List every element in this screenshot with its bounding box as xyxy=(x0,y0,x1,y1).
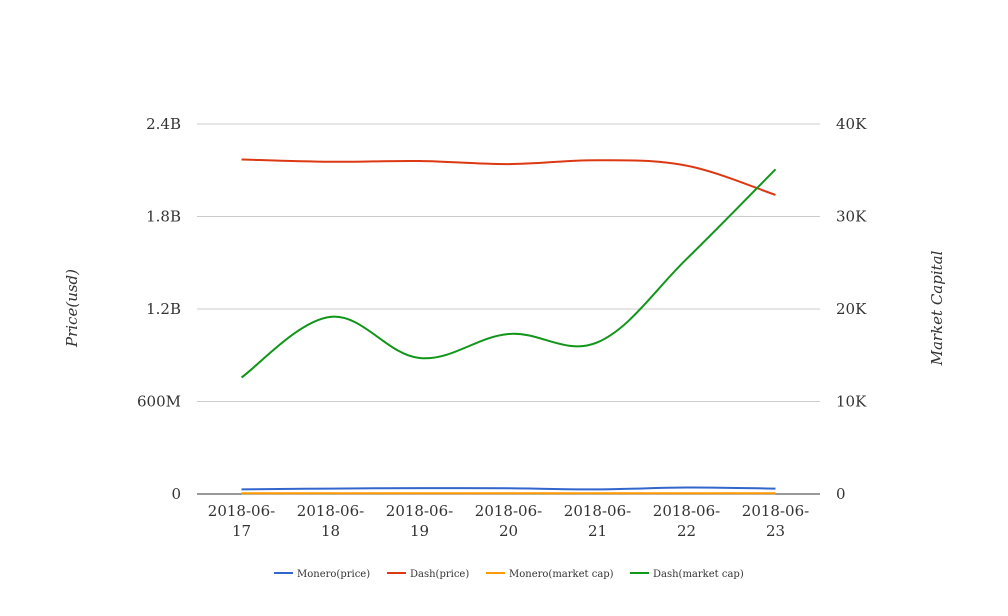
legend: Monero(price) Dash(price) Monero(market ca… xyxy=(274,569,744,580)
x-tick-label-line: 2018-06- xyxy=(386,502,453,520)
right-axis-ticks: 0 10K 20K 30K 40K xyxy=(836,115,867,503)
series-lines xyxy=(240,158,777,495)
y-tick-label: 600M xyxy=(137,393,181,411)
y2-tick-label: 20K xyxy=(836,300,867,318)
x-tick-label-line: 20 xyxy=(499,522,518,540)
y-tick-label: 1.8B xyxy=(146,208,181,226)
y-tick-label: 1.2B xyxy=(146,300,181,318)
y-axis-title: Price(usd) xyxy=(63,269,81,348)
legend-item: Monero(price) xyxy=(274,569,370,580)
y-tick-label: 0 xyxy=(171,485,181,503)
legend-label: Monero(market cap) xyxy=(509,569,614,580)
x-tick-label-line: 19 xyxy=(410,522,429,540)
x-tick-label-line: 2018-06- xyxy=(475,502,542,520)
x-tick-label-line: 2018-06- xyxy=(742,502,809,520)
y2-tick-label: 40K xyxy=(836,115,867,133)
x-tick-label: 2018-06- 22 xyxy=(653,502,720,540)
series-line-dash-price xyxy=(241,158,776,196)
x-tick-label-line: 23 xyxy=(766,522,785,540)
y2-tick-label: 0 xyxy=(836,485,846,503)
legend-item: Dash(price) xyxy=(387,569,469,580)
legend-label: Dash(market cap) xyxy=(653,569,744,580)
x-tick-label-line: 22 xyxy=(677,522,696,540)
x-tick-label-line: 21 xyxy=(588,522,607,540)
x-tick-label: 2018-06- 18 xyxy=(297,502,364,540)
legend-label: Dash(price) xyxy=(410,569,469,580)
x-tick-label-line: 2018-06- xyxy=(297,502,364,520)
x-tick-label-line: 17 xyxy=(232,522,251,540)
gridlines xyxy=(197,123,820,495)
x-axis-ticks: 2018-06-172018-06-182018-06-192018-06-20… xyxy=(208,502,809,540)
x-tick-label: 2018-06- 17 xyxy=(208,502,275,540)
y2-tick-label: 10K xyxy=(836,393,867,411)
x-tick-label-line: 18 xyxy=(321,522,340,540)
x-tick-label: 2018-06- 19 xyxy=(386,502,453,540)
legend-label: Monero(price) xyxy=(297,569,370,580)
y-tick-label: 2.4B xyxy=(146,115,181,133)
x-tick-label: 2018-06- 20 xyxy=(475,502,542,540)
y2-tick-label: 30K xyxy=(836,208,867,226)
series-line-monero-price xyxy=(241,486,776,491)
y2-axis-title: Market Capital xyxy=(928,250,946,366)
x-tick-label: 2018-06- 21 xyxy=(564,502,631,540)
left-axis-ticks: 0 600M 1.2B 1.8B 2.4B xyxy=(137,115,181,503)
x-tick-label-line: 2018-06- xyxy=(208,502,275,520)
x-tick-label-line: 2018-06- xyxy=(564,502,631,520)
legend-item: Monero(market cap) xyxy=(486,569,614,580)
x-tick-label-line: 2018-06- xyxy=(653,502,720,520)
series-line-dash-market-cap xyxy=(240,168,777,379)
x-tick-label: 2018-06- 23 xyxy=(742,502,809,540)
legend-item: Dash(market cap) xyxy=(630,569,744,580)
